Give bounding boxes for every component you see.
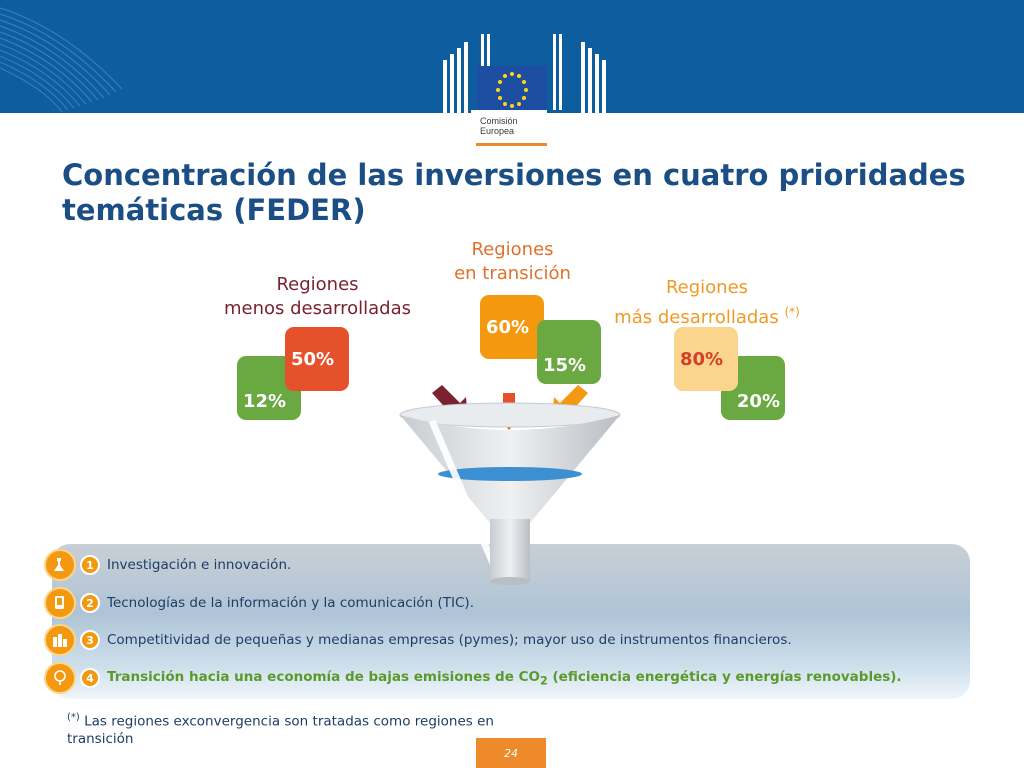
footnote: (*) Las regiones exconvergencia son trat… [67,709,547,748]
region-more-line2-wrap: más desarrolladas (*) [592,300,822,330]
region-trans-line2: en transición [454,263,571,284]
co2-subscript: 2 [539,674,548,688]
region-label-transition: Regiones en transición [430,238,595,286]
footnote-text: Las regiones exconvergencia son tratadas… [67,713,494,747]
region-more-line1: Regiones [665,277,749,298]
logo-card [471,110,547,147]
region-label-more-developed: Regiones más desarrolladas (*) [592,276,822,330]
region-label-less-developed: Regiones menos desarrolladas [205,273,430,321]
logo-line1: Comisión [480,116,518,126]
pct-box-trans-secondary: 15% [537,320,601,384]
pct-less-main: 50% [291,349,335,370]
research-icon [44,549,76,581]
pct-box-trans-main: 60% [480,295,544,359]
priority-4-text-after: (eficiencia energética y energías renova… [547,668,902,685]
logo-bar [476,143,547,146]
priority-number: 3 [80,630,100,650]
priority-2: 2 Tecnologías de la información y la com… [44,587,944,619]
priority-number: 2 [80,593,100,613]
region-less-line1: Regiones [276,274,359,295]
page-number: 24 [476,738,546,768]
pct-more-secondary: 20% [736,391,780,412]
region-trans-line1: Regiones [471,239,554,260]
priority-4: 4 Transición hacia una economía de bajas… [44,662,944,694]
priority-4-text-before: Transición hacia una economía de bajas e… [107,668,540,685]
stripes-decoration [0,7,123,113]
ict-device-icon [44,587,76,619]
region-less-line2: menos desarrolladas [223,298,411,319]
region-more-line2: más desarrolladas [614,307,779,328]
footnote-mark: (*) [67,712,80,723]
priority-3: 3 Competitividad de pequeñas y medianas … [44,624,944,656]
pct-more-main: 80% [680,349,724,370]
pct-trans-main: 60% [486,317,530,338]
business-buildings-icon [44,624,76,656]
priority-number: 4 [80,668,100,688]
slide-title: Concentración de las inversiones en cuat… [62,158,966,227]
priority-text: Investigación e innovación. [107,557,292,573]
priority-text: Transición hacia una economía de bajas e… [107,669,902,688]
pct-trans-secondary: 15% [543,355,587,376]
pct-box-more-main: 80% [674,327,738,391]
region-more-note: (*) [784,305,800,319]
european-commission-logo [443,34,606,138]
logo-line2: Europea [480,126,515,136]
pct-less-secondary: 12% [243,391,287,412]
pct-box-less-main: 50% [285,327,349,391]
tree-icon [44,662,76,694]
priority-number: 1 [80,555,100,575]
priority-text: Competitividad de pequeñas y medianas em… [107,632,792,648]
priority-1: 1 Investigación e innovación. [44,549,944,581]
priority-text: Tecnologías de la información y la comun… [107,595,474,611]
funnel-illustration [399,385,621,585]
logo-text: Comisión Europea [480,116,550,136]
